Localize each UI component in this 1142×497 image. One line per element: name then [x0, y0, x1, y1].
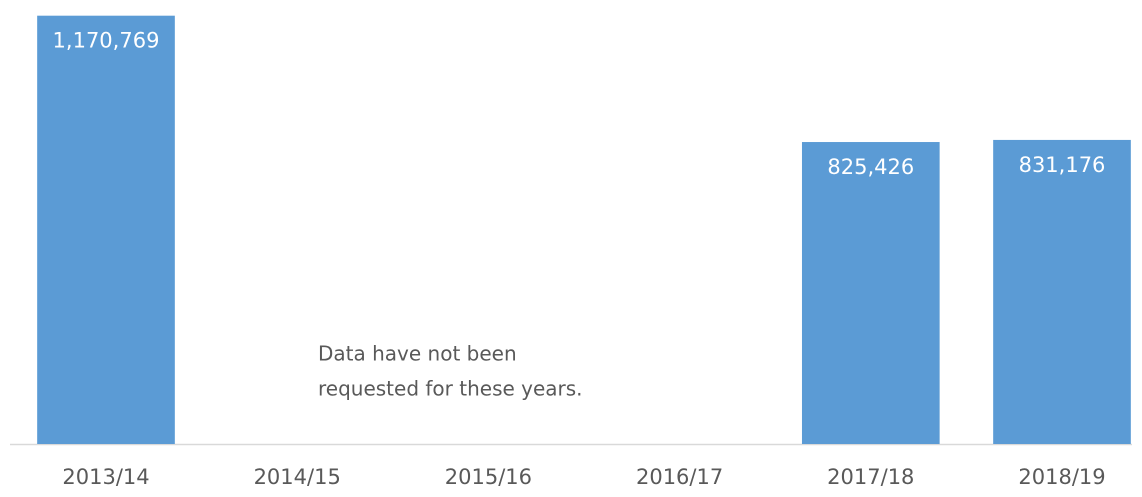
- value-label: 831,176: [1019, 153, 1106, 177]
- x-tick-label: 2013/14: [62, 465, 149, 489]
- x-tick-label: 2018/19: [1018, 465, 1105, 489]
- annotation: Data have not been: [318, 342, 517, 366]
- x-tick-label: 2015/16: [445, 465, 532, 489]
- x-tick-label: 2016/17: [636, 465, 723, 489]
- x-tick-label: 2017/18: [827, 465, 914, 489]
- x-tick-label: 2014/15: [254, 465, 341, 489]
- annotation: requested for these years.: [318, 377, 583, 401]
- bar: [993, 139, 1131, 445]
- bar: [37, 15, 175, 445]
- value-label: 825,426: [827, 155, 914, 179]
- value-label: 1,170,769: [53, 29, 160, 53]
- bar: [801, 142, 940, 444]
